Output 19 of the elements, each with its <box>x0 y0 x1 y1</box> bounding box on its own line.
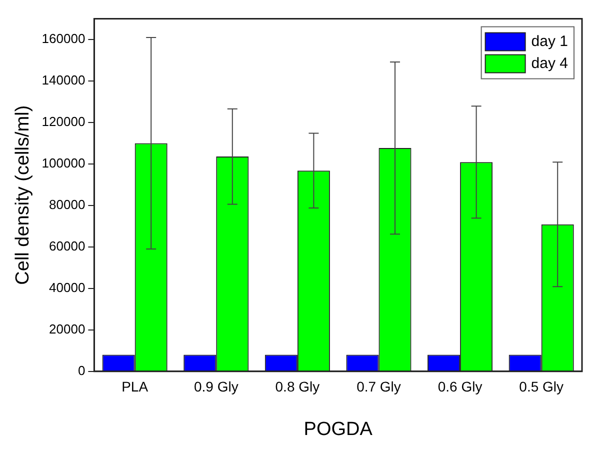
x-tick-label: 0.7 Gly <box>356 378 401 395</box>
y-tick-label: 60000 <box>49 238 86 254</box>
legend-label: day 4 <box>531 54 568 72</box>
y-tick-label: 100000 <box>42 156 86 171</box>
y-tick-label: 160000 <box>42 31 86 46</box>
y-axis-title: Cell density (cells/ml) <box>12 105 34 285</box>
x-tick-label: 0.5 Gly <box>519 378 564 395</box>
y-tick-label: 80000 <box>49 197 86 212</box>
x-tick-label: PLA <box>122 378 149 395</box>
y-tick-label: 140000 <box>42 72 86 88</box>
legend-label: day 1 <box>531 32 568 50</box>
y-tick-label: 0 <box>78 362 86 378</box>
x-axis-title: POGDA <box>304 418 373 440</box>
y-tick-label: 20000 <box>49 321 86 336</box>
x-tick-label: 0.6 Gly <box>438 378 482 395</box>
y-tick-label: 120000 <box>42 114 86 130</box>
x-tick-label: 0.9 Gly <box>194 378 238 395</box>
y-tick-label: 40000 <box>49 280 86 296</box>
x-tick-label: 0.8 Gly <box>275 378 320 395</box>
